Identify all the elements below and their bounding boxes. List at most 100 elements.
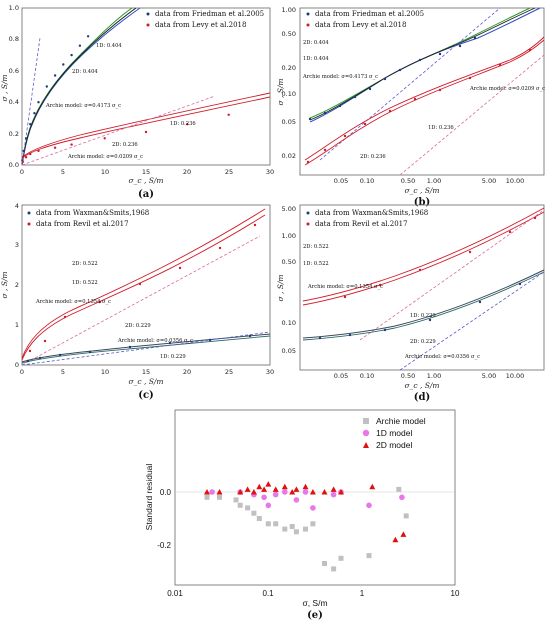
legend-e-1d: 1D model: [376, 428, 412, 438]
panel-d-points: [318, 216, 537, 340]
data-point-c: [208, 338, 212, 342]
panel-b-annotations: 2D: 0.404 1D: 0.404 Archie model: σ=0.41…: [302, 40, 545, 160]
d-red-2: [302, 207, 545, 302]
panel-a-label: (a): [138, 189, 154, 200]
ann-d-archie-01354: Archie model: σ=0.1354 σ_c: [307, 284, 383, 290]
panel-e-xticks: 0.01 0.1 1 10: [167, 589, 460, 598]
xtick-d-2: 0.50: [401, 372, 415, 380]
xtick-e-1: 0.1: [262, 589, 274, 598]
data-point-a: [70, 53, 73, 57]
legend-e-2d-marker: [363, 442, 369, 448]
model2d-residual-point: [309, 489, 316, 495]
panel-e-legend: Archie model 1D model 2D model: [362, 416, 426, 450]
legend-b-levy: data from Levy et al.2018: [315, 21, 406, 29]
ann-d-archie-00356: Archie model: σ=0.0356 σ_c: [404, 354, 480, 360]
ann-a-archie-04173: Archie model: σ=0.4173 σ_c: [45, 103, 121, 109]
legend-a-friedman: data from Friedman et al.2005: [155, 10, 264, 18]
xtick-e-0: 0.01: [167, 589, 183, 598]
data-point-d: [478, 300, 482, 304]
panel-e-yticks: 0.0 -0.2: [157, 488, 171, 550]
data-point-a: [53, 74, 57, 77]
panel-b-frame: [299, 7, 545, 176]
data-point-b: [308, 117, 312, 121]
data-point-c: [58, 353, 62, 357]
data-point-a: [45, 85, 48, 88]
model2d-residual-point: [392, 536, 399, 543]
model2d-residual-point: [265, 481, 272, 487]
model2d-residual-point: [330, 486, 337, 492]
ytick-e-0: 0.0: [160, 488, 172, 497]
ann-d-1d-0522: 1D: 0.522: [303, 261, 329, 267]
data-point-b: [468, 76, 472, 80]
archie-residual-point: [204, 494, 210, 500]
archie-residual-point: [366, 553, 372, 559]
d-archie-upper: [359, 209, 545, 341]
xtick-c-1: 5: [61, 368, 65, 376]
model1d-residual-point: [293, 497, 300, 503]
panel-c-points: [26, 223, 257, 363]
legend-c-waxman: data from Waxman&Smits,1968: [36, 209, 149, 217]
ann-d-1d-0229: 1D: 0.229: [410, 313, 436, 319]
model2d-residual-point: [261, 486, 268, 492]
panel-c: 0 1 2 3 4 0 5 10 15 20 25 30 σ_c , S/m σ…: [0, 202, 274, 401]
model2d-residual-point: [256, 483, 263, 490]
ytick-c-4: 4: [15, 202, 19, 210]
legend-c-waxman-marker: [27, 211, 31, 215]
xtick-b-2: 0.50: [401, 177, 415, 185]
data-point-d: [378, 283, 382, 287]
b-archie-lower: [399, 54, 545, 176]
data-point-c: [98, 300, 102, 304]
ytick-d-3: 1.00: [282, 232, 296, 240]
model2d-residual-point: [321, 489, 328, 495]
data-point-a: [144, 130, 148, 134]
panel-e: 0.0 -0.2 0.01 0.1 1 10 σ, S/m Standard r…: [144, 409, 460, 621]
b-lower-red-2: [304, 36, 545, 161]
data-point-c: [128, 345, 132, 349]
panel-e-points: [204, 481, 409, 572]
data-point-b: [418, 58, 422, 62]
panel-b-xticks: 0.05 0.10 0.50 1.00 5.00 10.00: [334, 177, 525, 185]
model2d-residual-point: [237, 489, 244, 495]
data-point-b: [383, 77, 387, 81]
archie-residual-point: [303, 526, 308, 532]
data-point-b: [438, 88, 442, 92]
b-upper-black: [309, 7, 536, 121]
archie-residual-point: [233, 497, 239, 503]
xtick-b-4: 5.00: [482, 177, 496, 185]
data-point-d: [508, 230, 512, 234]
archie-residual-point: [282, 526, 288, 532]
legend-e-archie-marker: [363, 418, 369, 424]
panel-d-frame: [299, 204, 545, 371]
panel-a-legend: data from Friedman et al.2005 data from …: [146, 10, 264, 29]
data-point-b: [323, 148, 327, 152]
archie-residual-point: [273, 521, 279, 527]
panel-c-xlabel: σ_c , S/m: [129, 377, 164, 386]
xtick-a-2: 10: [101, 168, 109, 176]
ann-c-archie-00356: Archie model: σ=0.0356 σ_c: [117, 338, 193, 344]
xtick-c-3: 15: [142, 368, 150, 376]
legend-c-revil: data from Revil et al.2017: [36, 220, 129, 228]
data-point-b: [323, 111, 327, 115]
panel-a-ylabel: σ , S/m: [0, 74, 9, 101]
xtick-a-5: 25: [225, 168, 233, 176]
ann-b-1d-0236: 1D: 0.236: [428, 125, 454, 131]
data-point-a: [24, 156, 28, 159]
archie-residual-point: [331, 566, 337, 572]
ytick-b-4: 0.50: [282, 30, 296, 38]
xtick-b-0: 0.05: [334, 177, 348, 185]
panel-b-label: (b): [414, 197, 430, 208]
data-point-b: [438, 52, 442, 56]
c-dark-1: [21, 333, 271, 363]
archie-residual-point: [338, 555, 344, 561]
model2d-residual-point: [338, 489, 344, 495]
friedman-fit-black: [21, 7, 137, 166]
xtick-e-2: 1: [360, 589, 365, 598]
xtick-c-0: 0: [20, 368, 24, 376]
xtick-a-4: 20: [183, 168, 191, 176]
data-point-b: [306, 160, 310, 164]
xtick-d-1: 0.10: [360, 372, 374, 380]
ann-a-1d-0236: 1D: 0.236: [170, 121, 196, 127]
legend-e-1d-marker: [362, 429, 370, 437]
data-point-b: [338, 104, 342, 108]
archie-residual-point: [237, 502, 243, 508]
